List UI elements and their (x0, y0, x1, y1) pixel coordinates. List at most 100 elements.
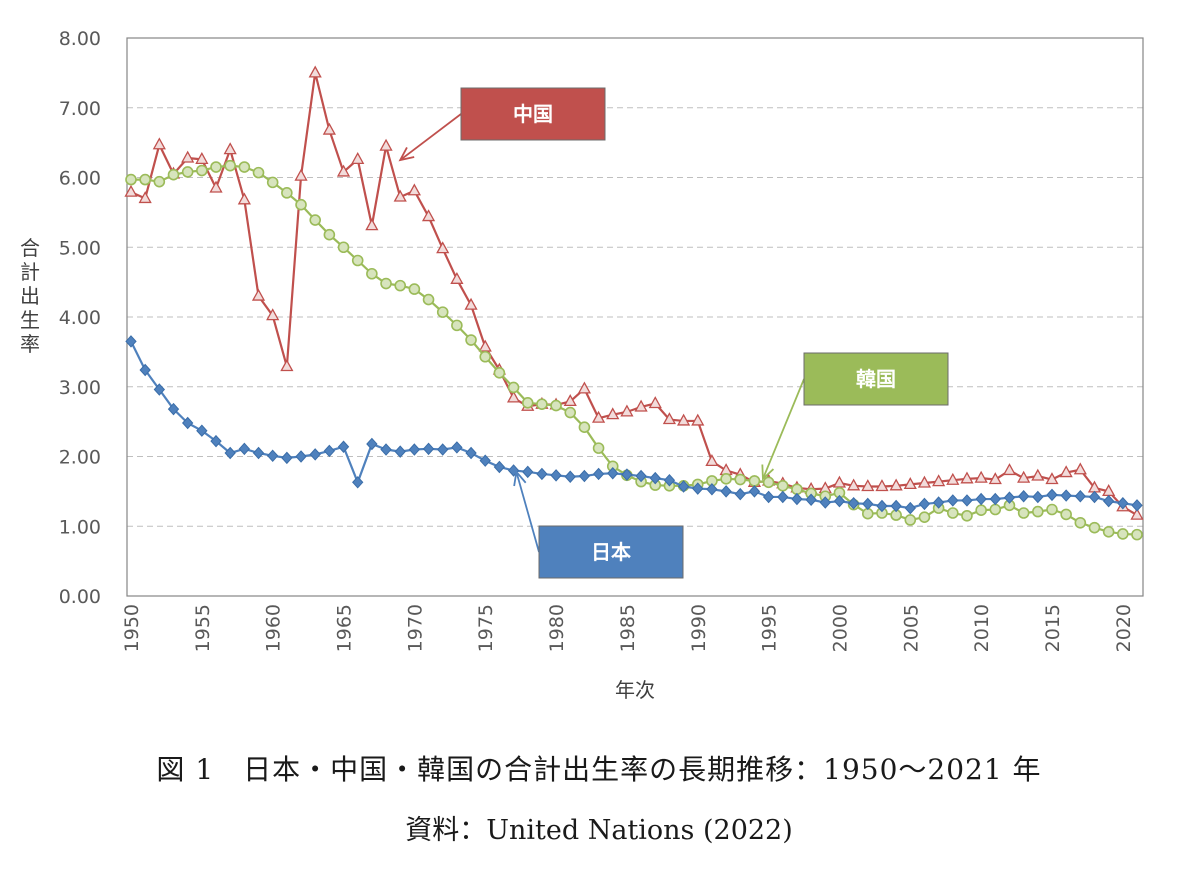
data-point (125, 335, 137, 348)
y-tick-label: 5.00 (59, 237, 101, 259)
data-point (323, 444, 336, 458)
data-point (422, 293, 435, 306)
data-point (1060, 489, 1072, 502)
data-point (706, 483, 718, 496)
data-point (295, 450, 307, 463)
data-point (989, 492, 1001, 506)
data-point (890, 499, 902, 513)
data-point (917, 475, 932, 488)
series-japan (125, 335, 1143, 515)
data-point (719, 463, 733, 476)
data-point (366, 437, 378, 451)
data-point (139, 363, 151, 377)
data-point (181, 150, 195, 163)
data-point (479, 454, 491, 467)
data-point (988, 472, 1002, 485)
series-line (130, 340, 1138, 510)
y-axis-title-char: 計 (20, 260, 40, 284)
data-point (266, 176, 279, 189)
y-axis-ticks: 0.00 1.00 2.00 3.00 4.00 5.00 6.00 7.00 8.00 (59, 28, 101, 608)
data-point (621, 468, 633, 481)
y-axis-title-char: 合 (20, 236, 40, 260)
data-point (961, 494, 973, 507)
data-point (563, 394, 577, 407)
data-point (478, 339, 492, 352)
x-tick-label: 2015 (1042, 604, 1064, 652)
data-point (819, 496, 831, 509)
data-point (564, 470, 576, 483)
data-point (550, 469, 562, 482)
x-tick-label: 1960 (263, 604, 285, 652)
data-point (904, 514, 917, 526)
data-point (691, 413, 705, 426)
data-point (692, 482, 704, 495)
data-point (351, 152, 365, 165)
data-point (1017, 490, 1030, 503)
data-point (366, 267, 378, 280)
callout-label: 韓国 (856, 367, 896, 391)
data-point (465, 334, 477, 346)
callout-arrow (515, 471, 540, 553)
x-axis-ticks: 1950 1955 1960 1965 1970 1975 1980 1985 1990 1995… (121, 604, 1135, 652)
data-point (777, 490, 789, 504)
x-axis-title: 年次 (615, 678, 655, 702)
data-point (947, 507, 959, 519)
data-point (762, 476, 775, 489)
data-point (251, 288, 266, 301)
data-point (592, 467, 605, 481)
grid-lines (127, 107, 1143, 527)
data-point (295, 198, 307, 211)
y-tick-label: 6.00 (59, 168, 101, 190)
callout-arrowhead (513, 469, 527, 487)
data-point (352, 476, 364, 489)
data-point (847, 478, 861, 491)
data-point (280, 359, 294, 372)
data-point (1102, 494, 1115, 508)
data-point (394, 445, 406, 458)
data-point (734, 487, 746, 501)
data-point (308, 65, 322, 78)
data-point (336, 164, 351, 177)
data-point (862, 497, 874, 511)
data-point (776, 479, 789, 492)
data-point (606, 407, 620, 420)
y-tick-label: 4.00 (59, 307, 101, 329)
callout-arrow (762, 378, 805, 480)
data-point (918, 497, 931, 511)
data-point (521, 396, 534, 409)
data-point (903, 477, 917, 490)
data-point (918, 511, 931, 523)
data-point (437, 443, 449, 456)
callout-korea: 韓国 (761, 352, 949, 481)
data-point (322, 122, 336, 135)
series-china (124, 65, 1144, 520)
y-tick-label: 8.00 (59, 28, 101, 50)
y-axis-title-char: 率 (20, 332, 40, 356)
data-point (536, 398, 548, 410)
data-point (421, 209, 436, 222)
data-point (379, 138, 393, 151)
data-point (451, 319, 463, 332)
data-point (861, 479, 875, 492)
data-point (507, 381, 520, 394)
x-tick-label: 2005 (900, 604, 922, 652)
figure-source: 資料：United Nations (2022) (405, 815, 793, 846)
data-point (252, 166, 265, 179)
data-point (648, 396, 662, 409)
callout-label: 日本 (591, 540, 631, 564)
data-point (451, 441, 463, 454)
callout-arrow (399, 113, 462, 161)
data-point (365, 218, 379, 231)
data-point (1088, 521, 1101, 534)
data-point (1102, 526, 1115, 538)
data-point (209, 180, 223, 193)
data-point (1017, 470, 1031, 483)
data-point (522, 465, 534, 479)
y-tick-label: 1.00 (59, 516, 101, 538)
data-point (224, 446, 236, 460)
data-point (1032, 490, 1044, 504)
data-point (578, 421, 591, 434)
data-point (195, 152, 209, 165)
data-point (1060, 508, 1072, 521)
data-point (182, 416, 194, 430)
